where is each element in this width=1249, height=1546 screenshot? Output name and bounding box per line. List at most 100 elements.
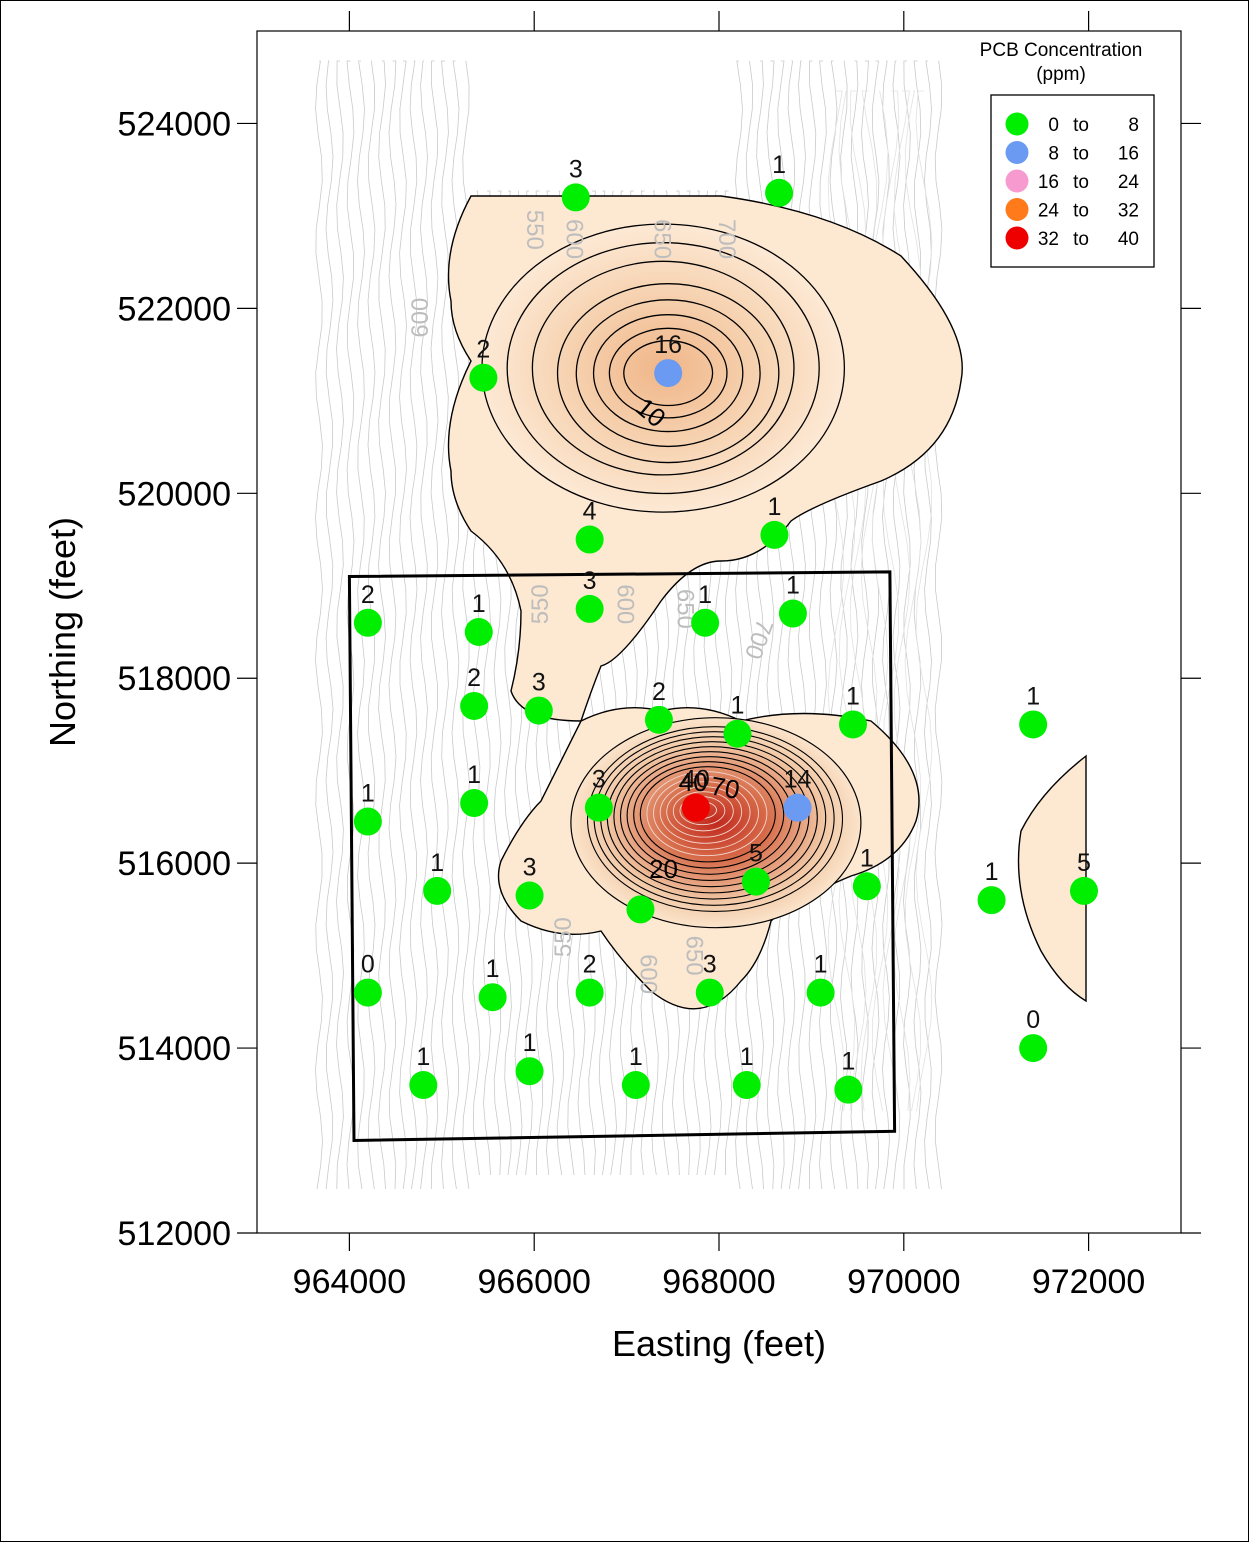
legend-max: 24 [1118, 172, 1140, 193]
contour-ring [556, 283, 780, 464]
legend-to: to [1073, 115, 1089, 136]
legend-min: 8 [1048, 144, 1059, 165]
topo-line [441, 60, 449, 1190]
topo-line [346, 60, 355, 1190]
topo-line [915, 90, 933, 1112]
sample-value-label: 1 [467, 761, 481, 789]
sample-value-label: 2 [476, 336, 490, 364]
topo-line [882, 60, 890, 1190]
sample-value-label: 1 [523, 1029, 537, 1057]
sample-value-label: 1 [430, 849, 444, 877]
sample-value-label: 3 [523, 854, 537, 882]
legend-max: 8 [1128, 115, 1139, 136]
sample-value-label: 5 [749, 840, 763, 868]
legend-min: 24 [1038, 201, 1060, 222]
sample-value-label: 1 [629, 1043, 643, 1071]
y-tick-label: 514000 [118, 1030, 231, 1068]
legend-marker [1005, 169, 1029, 193]
sample-value-label: 2 [467, 664, 481, 692]
sample-points: 3 12 164 12 13 1 12 3 2 1 1 111 3 40 141 3 5 1 1 50 1 2 3 101 1 1… [353, 151, 1098, 1104]
sample-point [834, 1075, 863, 1104]
sample-value-label: 3 [532, 669, 546, 697]
sample-point [464, 618, 493, 646]
contour-ring [608, 327, 728, 419]
topo-line [871, 90, 889, 1112]
elevation-label: 550 [521, 210, 548, 250]
y-tick-label: 516000 [118, 845, 231, 883]
site-boundary [347, 570, 897, 1143]
central-contour-rings [570, 717, 862, 929]
sample-point [460, 691, 489, 720]
legend-marker [1005, 112, 1029, 136]
pcb-plume-layer [447, 195, 1087, 1010]
sample-value-label: 1 [361, 780, 375, 808]
sample-value-label: 1 [731, 692, 745, 720]
legend-to: to [1073, 201, 1089, 222]
sample-value-label: 1 [860, 844, 874, 872]
sample-point [765, 178, 794, 207]
legend-entries: 0 to 8 8 to 16 16 to 24 24 to 32 32 to 40 [1005, 112, 1140, 250]
sample-point [644, 705, 673, 734]
legend-max: 40 [1118, 229, 1139, 250]
sample-point [741, 867, 770, 896]
y-tick-label: 520000 [118, 475, 231, 513]
sample-point [561, 183, 590, 212]
sample-value-label: 1 [846, 682, 860, 710]
topo-line [315, 60, 323, 1190]
sample-point [1019, 1034, 1048, 1063]
legend-min: 16 [1038, 172, 1059, 193]
sample-point [695, 978, 724, 1007]
contour-ring [639, 766, 776, 863]
sample-value-label: 1 [472, 590, 486, 618]
topo-line [409, 60, 418, 1190]
sample-value-label: 3 [569, 155, 583, 183]
sample-point [469, 363, 498, 392]
x-tick-label: 964000 [293, 1263, 406, 1301]
legend: PCB Concentration (ppm) 0 to 8 8 to 16 16 to 24 2… [980, 40, 1155, 268]
sample-point [621, 1071, 650, 1100]
sample-point [852, 872, 881, 901]
legend-max: 16 [1118, 144, 1139, 165]
contour-ring [672, 791, 734, 832]
sample-point [1069, 876, 1098, 905]
legend-to: to [1073, 172, 1089, 193]
topo-line [893, 90, 911, 1112]
elevation-label: 600 [611, 584, 638, 624]
sample-point [806, 978, 835, 1007]
sample-point [977, 886, 1006, 915]
x-tick-label: 970000 [847, 1263, 960, 1301]
topo-line [861, 60, 869, 1190]
plume-east-outer [1017, 754, 1087, 1003]
sample-value-label: 1 [698, 581, 712, 609]
sample-value-label: 1 [814, 951, 828, 979]
sample-value-label: 3 [592, 766, 606, 794]
contour-ring [506, 242, 820, 495]
topo-line [860, 90, 878, 1112]
topo-line [924, 60, 932, 1190]
elevation-label: 600 [634, 954, 661, 994]
sample-value-label: 40 [682, 766, 710, 794]
contour-label: 20 [649, 854, 678, 884]
topo-line [892, 60, 901, 1190]
sample-value-label: 2 [361, 581, 375, 609]
contour-ring [586, 726, 844, 913]
topo-line [336, 60, 344, 1190]
elevation-label: 650 [681, 936, 708, 976]
y-tick-label: 522000 [118, 290, 231, 328]
elevation-label: 700 [739, 616, 778, 663]
legend-to: to [1073, 144, 1089, 165]
sample-point [353, 807, 382, 836]
sample-value-label: 1 [416, 1043, 430, 1071]
topo-line [934, 60, 943, 1190]
contour-ring [623, 340, 714, 407]
x-tick-label: 966000 [477, 1263, 590, 1301]
sample-point [626, 895, 655, 924]
sample-point [760, 520, 789, 549]
sample-value-label: 1 [486, 955, 500, 983]
sample-value-label: 0 [361, 951, 375, 979]
sample-value-label: 2 [652, 678, 666, 706]
sample-point [423, 876, 452, 905]
